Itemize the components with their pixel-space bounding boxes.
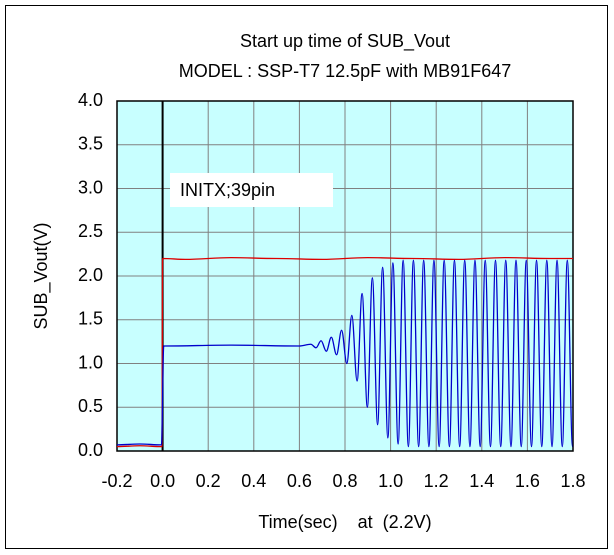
annotation: INITX;39pin xyxy=(180,180,275,200)
x-tick-label: 1.0 xyxy=(378,471,403,491)
y-tick-label: 2.0 xyxy=(78,265,103,285)
x-tick-label: 0.0 xyxy=(150,471,175,491)
y-tick-label: 2.5 xyxy=(78,221,103,241)
plot-border xyxy=(116,100,574,452)
x-axis-label: Time(sec) at (2.2V) xyxy=(258,512,431,532)
y-tick-label: 4.0 xyxy=(78,90,103,110)
x-tick-label: 0.4 xyxy=(241,471,266,491)
chart-title: Start up time of SUB_Vout xyxy=(240,31,450,52)
x-tick-label: 1.2 xyxy=(424,471,449,491)
x-tick-label: 0.2 xyxy=(196,471,221,491)
y-tick-label: 3.5 xyxy=(78,134,103,154)
y-tick-label: 1.0 xyxy=(78,352,103,372)
data-line xyxy=(116,259,574,448)
y-tick-label: 3.0 xyxy=(78,177,103,197)
y-tick-label: 0.5 xyxy=(78,396,103,416)
y-tick-label: 1.5 xyxy=(78,309,103,329)
x-tick-label: 1.8 xyxy=(560,471,585,491)
y-tick-label: 0.0 xyxy=(78,440,103,460)
y-axis-label: SUB_Vout(V) xyxy=(31,222,52,329)
x-tick-label: 0.8 xyxy=(332,471,357,491)
x-tick-label: -0.2 xyxy=(101,471,132,491)
chart-subtitle: MODEL : SSP-T7 12.5pF with MB91F647 xyxy=(179,61,511,81)
annotation-box xyxy=(170,173,333,207)
x-tick-label: 0.6 xyxy=(287,471,312,491)
x-tick-label: 1.4 xyxy=(469,471,494,491)
x-tick-label: 1.6 xyxy=(515,471,540,491)
